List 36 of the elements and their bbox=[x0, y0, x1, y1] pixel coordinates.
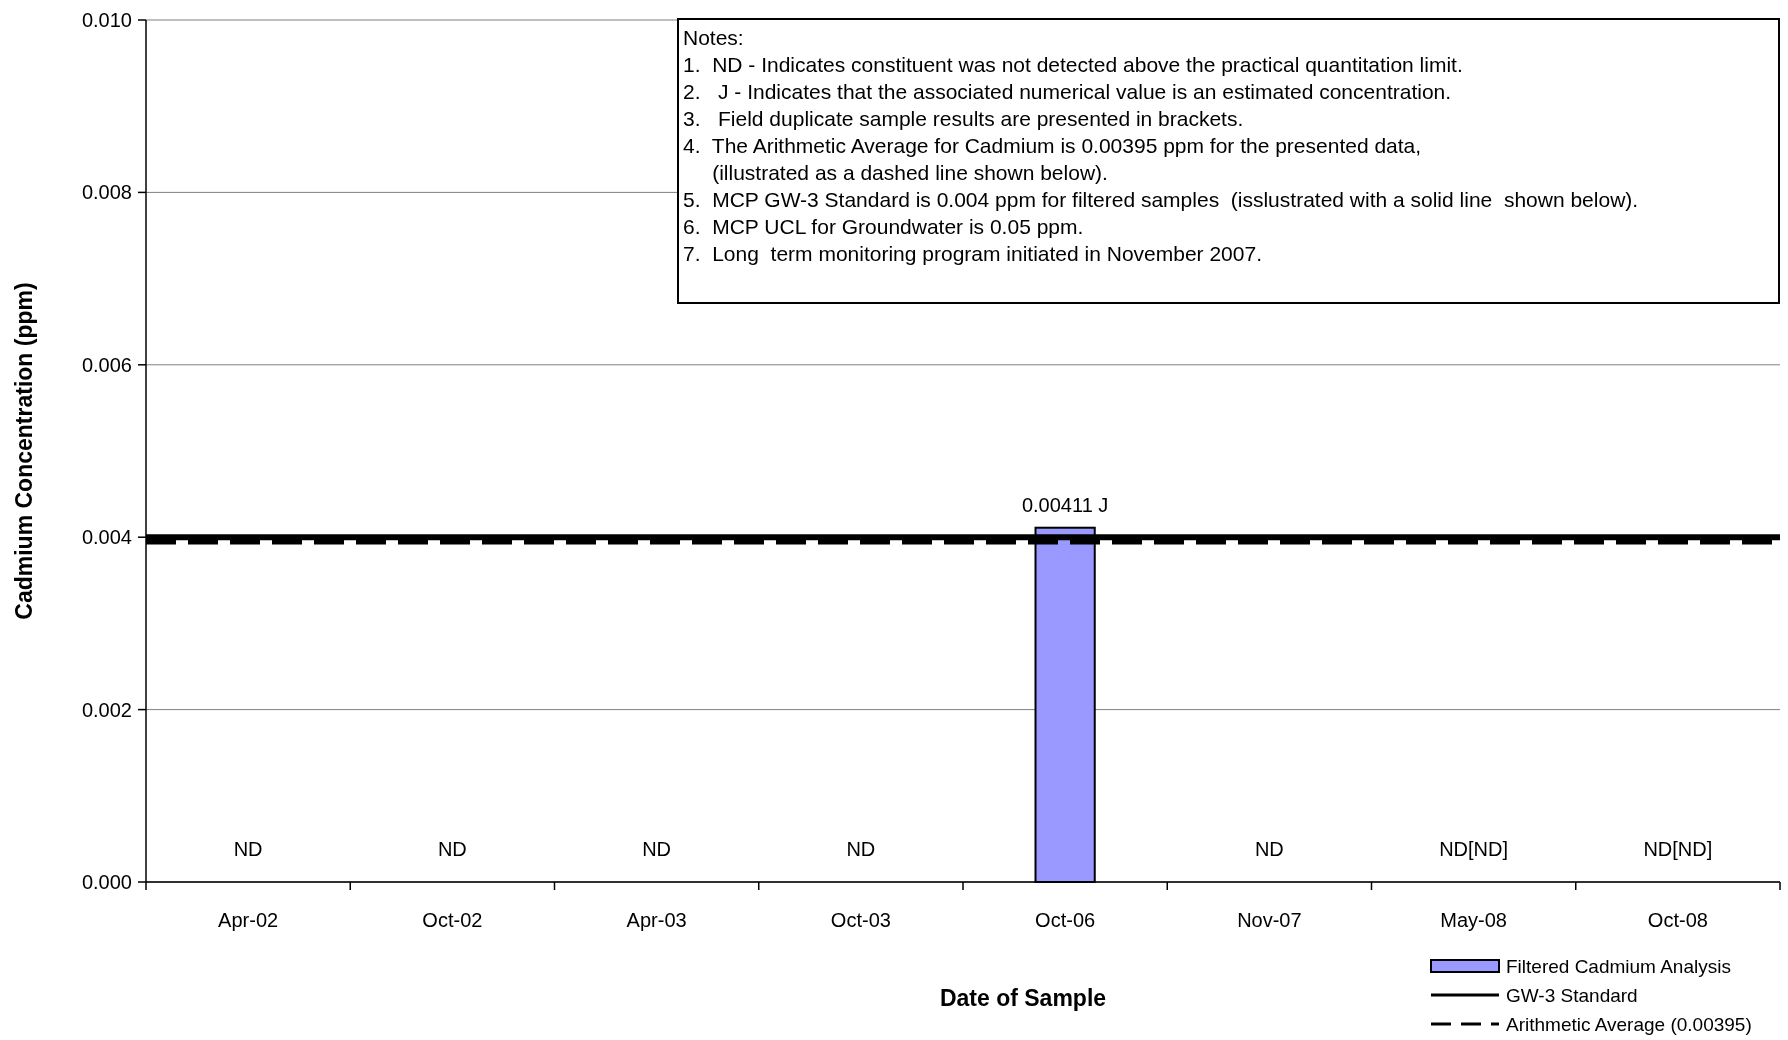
text: ND bbox=[1254, 838, 1284, 860]
annotation: 5. MCP GW-3 Standard is 0.004 ppm for filtered samples (isslustrated with a solid line shown below). bbox=[683, 188, 1639, 211]
text: ND bbox=[642, 838, 672, 860]
y-tick-label: 0.002 bbox=[81, 698, 132, 721]
y-tick-label: 0.008 bbox=[81, 181, 132, 204]
text: ND bbox=[846, 838, 876, 860]
x-axis-title: Date of Sample bbox=[939, 985, 1107, 1011]
x-tick-label: Oct-08 bbox=[1647, 909, 1708, 931]
legend-label: GW-3 Standard bbox=[1506, 984, 1638, 1006]
text: ND[ND] bbox=[1439, 838, 1509, 860]
y-tick-label: 0.010 bbox=[81, 9, 132, 31]
x-tick-label: Apr-03 bbox=[626, 909, 687, 931]
text: ND bbox=[437, 838, 467, 860]
x-tick-label: Apr-02 bbox=[218, 909, 279, 931]
y-tick-label: 0.004 bbox=[81, 526, 132, 549]
x-tick-label: Oct-03 bbox=[830, 909, 891, 931]
annotation: 4. The Arithmetic Average for Cadmium is 0.00395 ppm for the presented data, bbox=[683, 134, 1422, 157]
x-tick-label: Oct-06 bbox=[1035, 909, 1096, 931]
annotation: 7. Long term monitoring program initiated in November 2007. bbox=[683, 242, 1262, 265]
data-label: 0.00411 J bbox=[1021, 493, 1109, 516]
legend-label: Filtered Cadmium Analysis bbox=[1506, 955, 1731, 977]
y-axis-title: Cadmium Concentration (ppm) bbox=[11, 282, 37, 620]
y-tick-label: 0.000 bbox=[81, 871, 132, 893]
x-tick-label: Nov-07 bbox=[1237, 909, 1302, 931]
x-tick-label: May-08 bbox=[1440, 909, 1507, 931]
annotation: 2. J - Indicates that the associated numerical value is an estimated concentration. bbox=[683, 80, 1452, 103]
x-tick-label: Oct-02 bbox=[422, 909, 483, 931]
legend-label: Arithmetic Average (0.00395) bbox=[1506, 1013, 1752, 1035]
text: ND[ND] bbox=[1643, 838, 1713, 860]
annotation: (illustrated as a dashed line shown below). bbox=[683, 161, 1108, 184]
annotation: Notes: bbox=[683, 26, 744, 49]
y-tick-label: 0.006 bbox=[81, 353, 132, 376]
annotation: 3. Field duplicate sample results are presented in brackets. bbox=[683, 107, 1244, 130]
annotation: 1. ND - Indicates constituent was not detected above the practical quantitation limit. bbox=[683, 53, 1463, 76]
text: ND bbox=[233, 838, 263, 860]
annotation: 6. MCP UCL for Groundwater is 0.05 ppm. bbox=[683, 215, 1084, 238]
